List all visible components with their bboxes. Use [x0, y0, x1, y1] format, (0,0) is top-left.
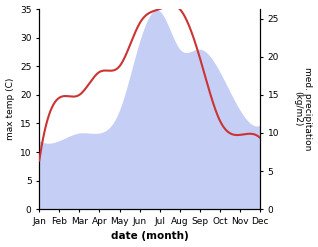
Y-axis label: med. precipitation
(kg/m2): med. precipitation (kg/m2) — [293, 67, 313, 151]
X-axis label: date (month): date (month) — [111, 231, 189, 242]
Y-axis label: max temp (C): max temp (C) — [5, 78, 15, 140]
